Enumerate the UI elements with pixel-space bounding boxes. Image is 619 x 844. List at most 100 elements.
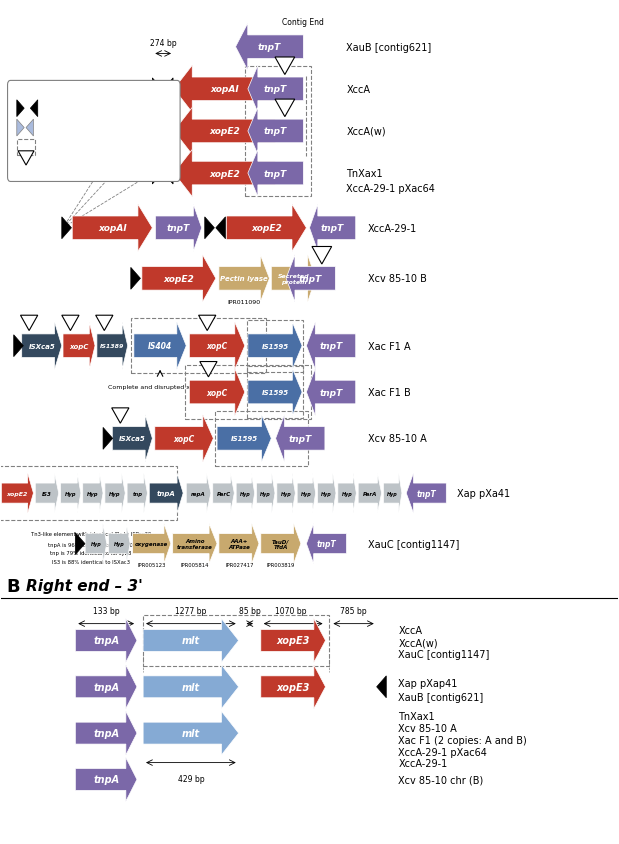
- Text: xopE3: xopE3: [277, 636, 310, 646]
- Polygon shape: [76, 665, 137, 709]
- Polygon shape: [205, 218, 214, 240]
- Text: XauC [contig1147]: XauC [contig1147]: [368, 539, 459, 549]
- Text: 133 bp: 133 bp: [93, 607, 119, 616]
- Polygon shape: [213, 473, 235, 513]
- Text: XccA: XccA: [398, 625, 422, 636]
- Polygon shape: [275, 100, 295, 117]
- Text: Hyp: Hyp: [114, 542, 125, 546]
- Bar: [17, 139, 35, 156]
- Text: ISXca5: ISXca5: [28, 344, 55, 349]
- Text: tnpT: tnpT: [288, 435, 312, 443]
- Polygon shape: [173, 524, 217, 564]
- Polygon shape: [163, 78, 173, 100]
- Text: Xcv 85-10 B: Xcv 85-10 B: [368, 274, 427, 284]
- Text: Xcv 85-10 A: Xcv 85-10 A: [398, 723, 457, 733]
- Text: xopC: xopC: [207, 388, 228, 397]
- Polygon shape: [174, 66, 275, 113]
- Polygon shape: [103, 428, 113, 450]
- FancyBboxPatch shape: [7, 81, 180, 182]
- Text: Hyp: Hyp: [261, 491, 271, 496]
- Polygon shape: [14, 335, 24, 357]
- Polygon shape: [256, 473, 275, 513]
- Polygon shape: [134, 322, 186, 370]
- Text: TnXax1 Inverted Repeats (IRs): TnXax1 Inverted Repeats (IRs): [45, 105, 161, 114]
- Text: tnpT: tnpT: [264, 170, 287, 178]
- Text: Pectin lyase: Pectin lyase: [220, 276, 268, 282]
- Text: Hyp: Hyp: [110, 491, 121, 496]
- Text: xopE2: xopE2: [163, 274, 194, 284]
- Text: xopC: xopC: [207, 342, 228, 351]
- Polygon shape: [152, 121, 162, 143]
- Polygon shape: [30, 100, 38, 117]
- Text: tnp: tnp: [132, 491, 142, 496]
- Text: ParC: ParC: [217, 491, 231, 496]
- Text: tnpT: tnpT: [167, 224, 190, 233]
- Text: ISXca5: ISXca5: [119, 436, 145, 441]
- Text: 785 bp: 785 bp: [340, 607, 367, 616]
- Text: tnpT: tnpT: [316, 539, 336, 549]
- Text: 1277 bp: 1277 bp: [175, 607, 207, 616]
- Polygon shape: [248, 150, 303, 197]
- Text: mlt: mlt: [182, 728, 200, 738]
- Text: IS3: IS3: [42, 491, 52, 496]
- Polygon shape: [149, 473, 183, 513]
- Text: tnp is 79% identical to ISPsy28: tnp is 79% identical to ISPsy28: [50, 550, 131, 555]
- Text: Xac F1 B: Xac F1 B: [368, 387, 411, 398]
- Polygon shape: [261, 619, 326, 663]
- Polygon shape: [76, 711, 137, 755]
- Text: mlt: mlt: [182, 636, 200, 646]
- Text: tnpT: tnpT: [321, 224, 344, 233]
- Text: XauC [contig1147]: XauC [contig1147]: [398, 649, 490, 659]
- Text: IPR003819: IPR003819: [267, 562, 295, 567]
- Polygon shape: [22, 322, 62, 370]
- Polygon shape: [17, 100, 24, 117]
- Polygon shape: [174, 108, 275, 155]
- Text: Contig End: Contig End: [282, 18, 324, 27]
- Polygon shape: [63, 322, 95, 370]
- Text: tnpA: tnpA: [157, 490, 176, 496]
- Polygon shape: [174, 150, 275, 197]
- Text: XccA(w): XccA(w): [398, 637, 438, 647]
- Text: oxygenase: oxygenase: [135, 542, 168, 546]
- Polygon shape: [97, 322, 128, 370]
- Polygon shape: [216, 218, 225, 240]
- Polygon shape: [277, 473, 295, 513]
- Polygon shape: [26, 120, 33, 137]
- Text: IPR005814: IPR005814: [181, 562, 209, 567]
- Text: 204 bp: 204 bp: [149, 83, 176, 91]
- Text: 85 bp: 85 bp: [239, 607, 261, 616]
- Polygon shape: [261, 524, 301, 564]
- Text: tnpA: tnpA: [93, 682, 119, 692]
- Polygon shape: [61, 473, 81, 513]
- Polygon shape: [143, 619, 239, 663]
- Polygon shape: [76, 533, 85, 555]
- Text: XauB [contig621]: XauB [contig621]: [347, 43, 431, 52]
- Polygon shape: [271, 256, 316, 302]
- Text: TauD/
TfdA: TauD/ TfdA: [272, 538, 290, 549]
- Polygon shape: [76, 619, 137, 663]
- Text: Partial/disrupted or pseudogene: Partial/disrupted or pseudogene: [45, 163, 168, 171]
- Text: IPR011090: IPR011090: [228, 300, 261, 305]
- Text: Hyp: Hyp: [87, 491, 98, 496]
- Text: IS1595: IS1595: [231, 436, 258, 441]
- Polygon shape: [132, 524, 171, 564]
- Polygon shape: [152, 78, 162, 100]
- Polygon shape: [318, 473, 336, 513]
- Polygon shape: [358, 473, 381, 513]
- Polygon shape: [189, 322, 245, 370]
- Polygon shape: [17, 120, 24, 137]
- Text: tnpA: tnpA: [93, 728, 119, 738]
- Polygon shape: [108, 524, 130, 564]
- Text: tnpT: tnpT: [319, 388, 343, 397]
- Text: Hyp: Hyp: [301, 491, 312, 496]
- Polygon shape: [131, 268, 141, 290]
- Polygon shape: [127, 473, 147, 513]
- Text: Other ISs: Other ISs: [45, 143, 80, 152]
- Polygon shape: [200, 362, 217, 377]
- Text: tnpA: tnpA: [93, 636, 119, 646]
- Polygon shape: [143, 711, 239, 755]
- Text: IPR027417: IPR027417: [225, 562, 254, 567]
- Polygon shape: [217, 415, 271, 463]
- Text: tnpT: tnpT: [299, 274, 322, 284]
- Text: tnpA is 96% identical to ISPsy30: tnpA is 96% identical to ISPsy30: [48, 543, 133, 547]
